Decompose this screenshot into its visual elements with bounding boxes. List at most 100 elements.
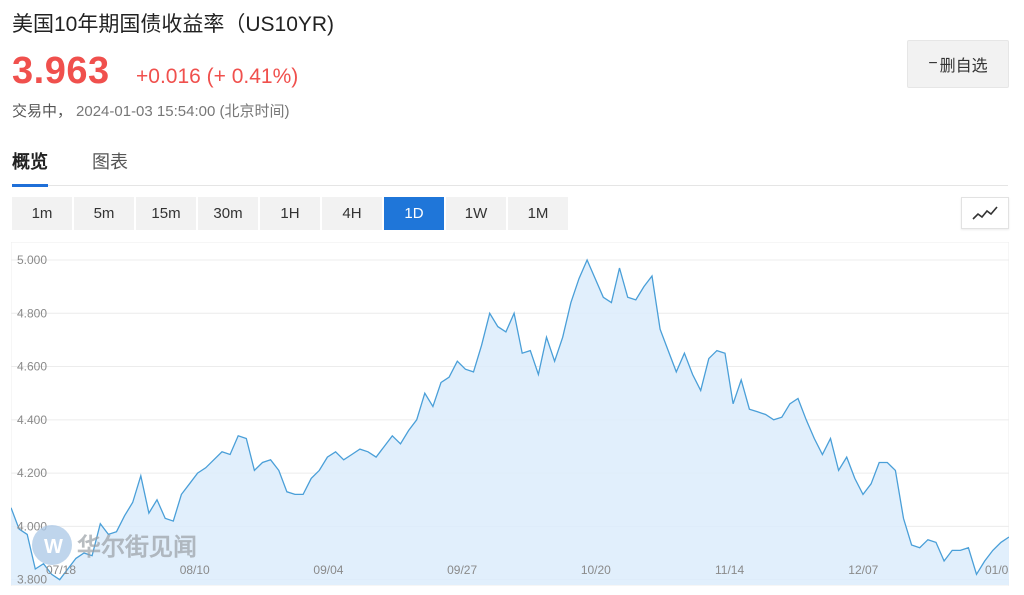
data-point (602, 296, 604, 298)
data-point (367, 451, 369, 453)
x-tick-label: 07/18 (46, 563, 76, 577)
y-tick-label: 4.800 (17, 306, 47, 320)
y-tick-label: 4.200 (17, 466, 47, 480)
data-point (473, 371, 475, 373)
data-point (757, 411, 759, 413)
data-point (416, 419, 418, 421)
y-tick-label: 4.400 (17, 413, 47, 427)
period-15m[interactable]: 15m (136, 197, 196, 230)
data-point (326, 456, 328, 458)
last-price: 3.963 (12, 50, 110, 92)
data-point (967, 547, 969, 549)
period-5m[interactable]: 5m (74, 197, 134, 230)
data-point (537, 374, 539, 376)
data-point (935, 541, 937, 543)
period-1d[interactable]: 1D (384, 197, 444, 230)
data-point (943, 560, 945, 562)
tab-chart[interactable]: 图表 (92, 152, 128, 172)
data-point (570, 302, 572, 304)
chart-type-button[interactable] (961, 197, 1009, 229)
data-point (594, 278, 596, 280)
period-1m[interactable]: 1m (12, 197, 72, 230)
status-label: 交易中， (12, 103, 73, 120)
x-tick-label: 12/07 (848, 563, 878, 577)
data-point (440, 382, 442, 384)
data-point (838, 469, 840, 471)
data-point (270, 459, 272, 461)
data-point (546, 336, 548, 338)
data-point (424, 392, 426, 394)
data-point (335, 451, 337, 453)
data-point (26, 533, 28, 535)
price-chart[interactable]: 5.000 4.800 4.600 4.400 4.200 4.000 3.800 07/1… (11, 242, 1009, 586)
data-point (205, 467, 207, 469)
period-1h[interactable]: 1H (260, 197, 320, 230)
price-line (11, 258, 1009, 581)
data-point (294, 493, 296, 495)
period-30m[interactable]: 30m (198, 197, 258, 230)
data-point (505, 331, 507, 333)
remove-watchlist-button[interactable]: − 删自选 (907, 40, 1009, 88)
data-point (375, 456, 377, 458)
data-point (456, 360, 458, 362)
data-point (732, 403, 734, 405)
price-change: +0.016 (+ 0.41%) (136, 65, 299, 88)
remove-watchlist-label: 删自选 (939, 58, 988, 75)
data-point (627, 296, 629, 298)
watermark: W 华尔街见闻 (32, 525, 197, 565)
period-4h[interactable]: 4H (322, 197, 382, 230)
instrument-title: 美国10年期国债收益率（US10YR) (12, 13, 335, 36)
data-point (894, 469, 896, 471)
data-point (740, 379, 742, 381)
data-point (659, 328, 661, 330)
data-point (189, 483, 191, 485)
data-point (432, 406, 434, 408)
data-point (172, 520, 174, 522)
period-1w[interactable]: 1W (446, 197, 506, 230)
data-point (821, 454, 823, 456)
data-point (675, 371, 677, 373)
data-point (213, 459, 215, 461)
data-point (237, 435, 239, 437)
data-point (359, 448, 361, 450)
tab-bar: 概览 图表 (12, 144, 1008, 187)
data-point (781, 416, 783, 418)
data-point (692, 374, 694, 376)
data-point (245, 438, 247, 440)
data-point (854, 477, 856, 479)
data-point (708, 358, 710, 360)
data-point (481, 344, 483, 346)
data-point (846, 456, 848, 458)
data-point (927, 539, 929, 541)
minus-icon: − (928, 55, 938, 72)
data-point (408, 430, 410, 432)
data-point (448, 376, 450, 378)
trading-status: 交易中， 2024-01-03 15:54:00 (北京时间) (12, 100, 289, 121)
data-point (391, 435, 393, 437)
data-point (164, 517, 166, 519)
watermark-text: 华尔街见闻 (77, 532, 197, 561)
data-point (619, 267, 621, 269)
data-point (343, 459, 345, 461)
data-point (99, 523, 101, 525)
data-point (805, 419, 807, 421)
x-tick-label: 10/20 (581, 563, 611, 577)
data-point (302, 493, 304, 495)
data-point (886, 462, 888, 464)
line-chart-icon (972, 206, 998, 220)
data-point (513, 312, 515, 314)
period-1mo[interactable]: 1M (508, 197, 568, 230)
data-point (1000, 541, 1002, 543)
data-point (903, 517, 905, 519)
data-point (489, 312, 491, 314)
data-point (789, 403, 791, 405)
data-point (156, 499, 158, 501)
data-point (554, 360, 556, 362)
data-point (318, 469, 320, 471)
timestamp: 2024-01-03 15:54:00 (北京时间) (76, 103, 290, 120)
data-point (497, 326, 499, 328)
data-point (911, 544, 913, 546)
x-tick-label: 08/10 (180, 563, 210, 577)
data-point (610, 302, 612, 304)
tab-overview[interactable]: 概览 (12, 148, 48, 187)
